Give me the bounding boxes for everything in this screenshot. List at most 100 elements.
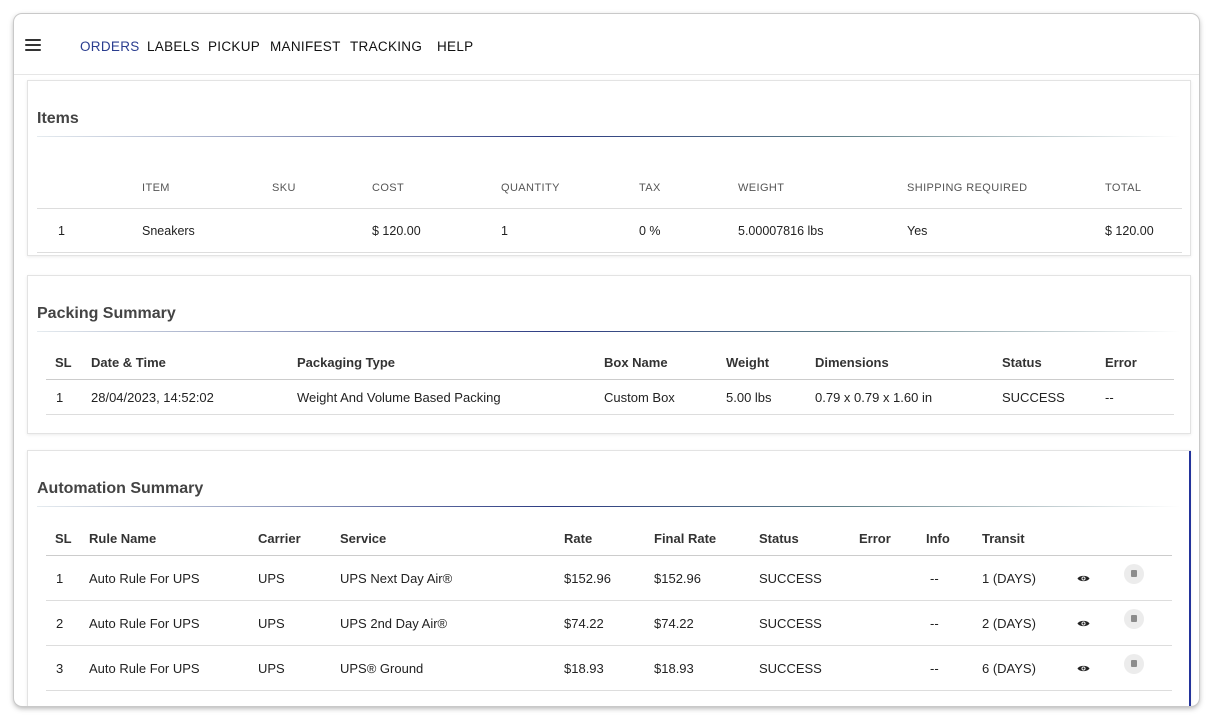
nav-pickup[interactable]: PICKUP [208, 39, 261, 54]
automation-status: SUCCESS [759, 615, 822, 631]
automation-col-info: Info [926, 530, 950, 546]
automation-service: UPS Next Day Air® [340, 570, 453, 586]
nav-help[interactable]: HELP [437, 39, 474, 54]
automation-error [859, 556, 926, 601]
packing-summary-title: Packing Summary [37, 305, 176, 322]
automation-summary-card: Automation Summary SL Rule Name Carrier … [27, 450, 1191, 706]
automation-col-carrier: Carrier [258, 530, 301, 546]
table-row: 2 Auto Rule For UPS UPS UPS 2nd Day Air®… [46, 601, 1172, 646]
automation-error [859, 601, 926, 646]
automation-col-view [1077, 521, 1124, 556]
app-window: ORDERS LABELS PICKUP MANIFEST TRACKING H… [14, 14, 1199, 706]
items-title: Items [37, 110, 79, 127]
items-divider [37, 136, 1180, 137]
automation-carrier: UPS [258, 660, 285, 676]
packing-status: SUCCESS [1002, 389, 1065, 405]
item-name: Sneakers [142, 223, 195, 238]
automation-carrier: UPS [258, 570, 285, 586]
items-col-total: TOTAL [1105, 182, 1142, 194]
packing-sl: 1 [56, 389, 64, 405]
automation-col-rate: Rate [564, 530, 593, 546]
automation-info: -- [930, 615, 939, 631]
automation-summary-title: Automation Summary [37, 480, 204, 497]
automation-transit: 2 (DAYS) [982, 615, 1036, 631]
packing-col-status: Status [1002, 355, 1042, 370]
automation-status: SUCCESS [759, 570, 822, 586]
packing-datetime: 28/04/2023, 14:52:02 [91, 389, 214, 405]
packing-col-packaging-type: Packaging Type [297, 355, 396, 370]
automation-info: -- [930, 660, 939, 676]
eye-icon[interactable] [1077, 616, 1090, 631]
table-row: 3 Auto Rule For UPS UPS UPS® Ground $18.… [46, 646, 1172, 691]
item-shipping-required: Yes [907, 223, 928, 238]
document-icon[interactable] [1124, 654, 1144, 674]
automation-sl: 1 [56, 570, 64, 586]
packing-table: SL Date & Time Packaging Type Box Name W… [46, 346, 1174, 415]
nav-manifest[interactable]: MANIFEST [270, 39, 341, 54]
table-row: 1 Auto Rule For UPS UPS UPS Next Day Air… [46, 556, 1172, 601]
automation-final-rate: $152.96 [654, 570, 701, 586]
automation-rule-name: Auto Rule For UPS [89, 570, 200, 586]
items-col-sku: SKU [272, 182, 296, 194]
packing-weight: 5.00 lbs [726, 389, 772, 405]
automation-service: UPS® Ground [340, 660, 424, 676]
automation-col-error: Error [859, 530, 891, 546]
packing-summary-card: Packing Summary SL Date & Time Packaging… [27, 275, 1191, 434]
nav-tracking[interactable]: TRACKING [350, 39, 423, 54]
eye-icon[interactable] [1077, 571, 1090, 586]
automation-col-service: Service [340, 530, 387, 546]
automation-rule-name: Auto Rule For UPS [89, 660, 200, 676]
item-cost: $ 120.00 [372, 223, 421, 238]
packing-dimensions: 0.79 x 0.79 x 1.60 in [815, 389, 933, 405]
packing-error: -- [1105, 389, 1114, 405]
document-icon[interactable] [1124, 609, 1144, 629]
packing-box-name: Custom Box [604, 389, 675, 405]
automation-error [859, 646, 926, 691]
nav-orders[interactable]: ORDERS [80, 39, 140, 54]
automation-rate: $18.93 [564, 660, 604, 676]
automation-col-status: Status [759, 530, 799, 546]
automation-col-rule-name: Rule Name [89, 530, 157, 546]
packing-col-sl: SL [55, 355, 72, 370]
item-index: 1 [58, 223, 65, 238]
items-col-cost: COST [372, 182, 405, 194]
item-tax: 0 % [639, 223, 661, 238]
automation-rule-name: Auto Rule For UPS [89, 615, 200, 631]
automation-carrier: UPS [258, 615, 285, 631]
eye-icon[interactable] [1077, 661, 1090, 676]
items-col-tax: TAX [639, 182, 661, 194]
packing-header-row: SL Date & Time Packaging Type Box Name W… [46, 346, 1174, 380]
automation-col-final-rate: Final Rate [654, 530, 717, 546]
hamburger-menu-icon[interactable] [25, 39, 41, 51]
automation-rate: $152.96 [564, 570, 611, 586]
automation-col-transit: Transit [982, 530, 1025, 546]
items-header-row: ITEM SKU COST QUANTITY TAX WEIGHT SHIPPI… [37, 168, 1182, 209]
item-weight: 5.00007816 lbs [738, 223, 824, 238]
items-col-weight: WEIGHT [738, 182, 785, 194]
active-accent-bar [1189, 451, 1191, 706]
automation-rate: $74.22 [564, 615, 604, 631]
nav-labels[interactable]: LABELS [147, 39, 200, 54]
items-card: Items ITEM SKU COST QUANTITY TAX WEIGHT … [27, 80, 1191, 256]
items-col-item: ITEM [142, 182, 170, 194]
item-total: $ 120.00 [1105, 223, 1154, 238]
automation-transit: 6 (DAYS) [982, 660, 1036, 676]
items-col-quantity: QUANTITY [501, 182, 560, 194]
items-col-shipping-required: SHIPPING REQUIRED [907, 182, 1028, 194]
table-row: 1 Sneakers $ 120.00 1 0 % 5.00007816 lbs… [37, 209, 1182, 253]
packing-type: Weight And Volume Based Packing [297, 389, 501, 405]
automation-col-sl: SL [55, 530, 72, 546]
automation-col-document [1124, 521, 1172, 556]
packing-col-weight: Weight [726, 355, 770, 370]
document-icon[interactable] [1124, 564, 1144, 584]
automation-status: SUCCESS [759, 660, 822, 676]
top-navigation: ORDERS LABELS PICKUP MANIFEST TRACKING H… [14, 14, 1199, 75]
item-quantity: 1 [501, 223, 508, 238]
automation-service: UPS 2nd Day Air® [340, 615, 448, 631]
automation-header-row: SL Rule Name Carrier Service Rate Final … [46, 521, 1172, 556]
item-sku [272, 209, 372, 253]
automation-info: -- [930, 570, 939, 586]
packing-col-datetime: Date & Time [91, 355, 166, 370]
automation-table: SL Rule Name Carrier Service Rate Final … [46, 521, 1172, 691]
automation-transit: 1 (DAYS) [982, 570, 1036, 586]
